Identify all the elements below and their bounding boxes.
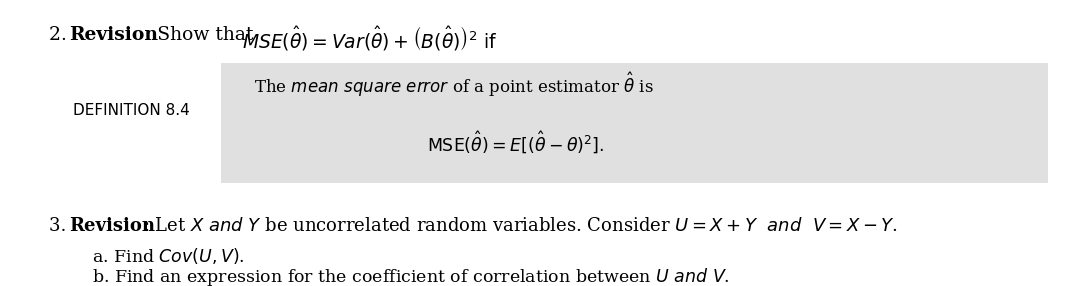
- Text: : Let $X$ $\mathit{and}$ $Y$ be uncorrelated random variables. Consider $U = X +: : Let $X$ $\mathit{and}$ $Y$ be uncorrel…: [143, 217, 897, 235]
- Text: $MSE(\hat{\theta}) = Var(\hat{\theta}) + \left(B(\hat{\theta})\right)^{2}\ \math: $MSE(\hat{\theta}) = Var(\hat{\theta}) +…: [242, 24, 498, 52]
- Text: $\mathrm{MSE}(\hat{\theta}) = E[(\hat{\theta} - \theta)^{2}].$: $\mathrm{MSE}(\hat{\theta}) = E[(\hat{\t…: [427, 130, 604, 156]
- Text: 2.: 2.: [49, 26, 72, 44]
- Text: b. Find an expression for the coefficient of correlation between $U$ $\mathit{an: b. Find an expression for the coefficien…: [92, 266, 730, 286]
- Text: 3.: 3.: [49, 217, 71, 235]
- Text: Revision: Revision: [69, 26, 158, 44]
- Text: a. Find $\mathit{Cov}(U, V)$.: a. Find $\mathit{Cov}(U, V)$.: [92, 246, 245, 266]
- Text: Revision: Revision: [69, 217, 156, 235]
- Text: DEFINITION 8.4: DEFINITION 8.4: [73, 103, 190, 118]
- Text: The $\mathit{mean\ square\ error}$ of a point estimator $\hat{\theta}$ is: The $\mathit{mean\ square\ error}$ of a …: [254, 70, 653, 99]
- Text: : Show that: : Show that: [145, 26, 259, 44]
- FancyBboxPatch shape: [221, 63, 1048, 183]
